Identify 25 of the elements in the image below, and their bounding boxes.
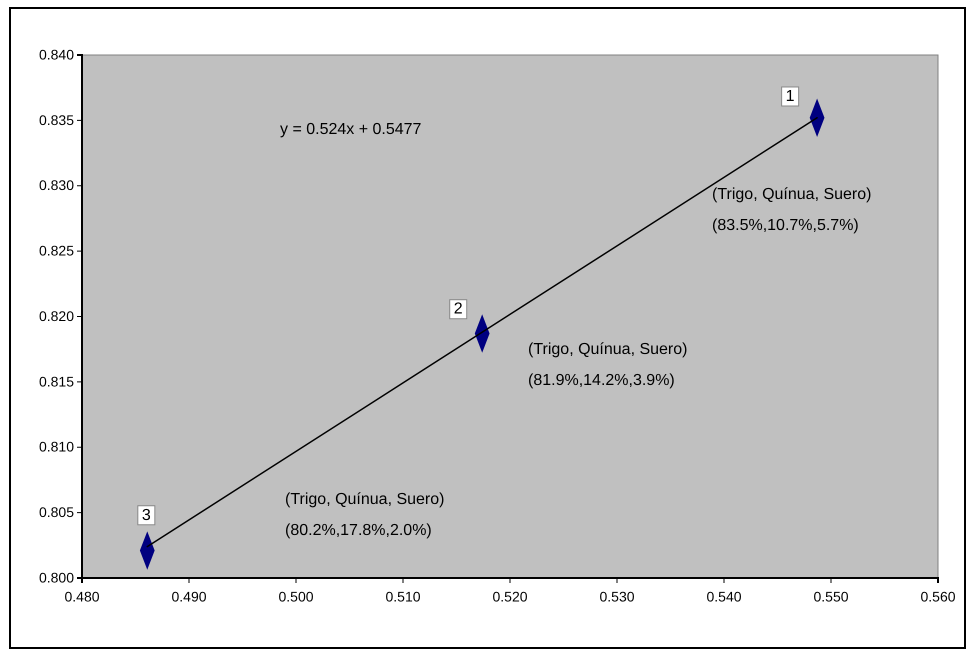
y-tick-label: 0.815 [38,373,74,390]
annotation: y = 0.524x + 0.5477 [280,121,422,138]
x-tick-label: 0.530 [599,588,635,604]
y-tick-label: 0.800 [38,569,74,586]
y-tick-label: 0.830 [38,177,74,194]
x-tick-label: 0.560 [920,588,956,604]
annotation: 3 [142,506,151,524]
annotation: (Trigo, Quínua, Suero) (81.9%,14.2%,3.9%) [528,341,688,390]
y-tick-label: 0.835 [38,112,74,128]
y-tick-label: 0.820 [38,308,74,324]
y-tick-label: 0.825 [38,242,74,259]
x-tick-label: 0.540 [706,588,742,604]
y-tick-label: 0.840 [38,46,74,62]
x-tick-label: 0.490 [171,588,207,604]
y-tick-label: 0.810 [38,438,74,455]
x-tick-label: 0.510 [385,588,421,604]
y-tick-label: 0.805 [38,504,74,520]
annotation: (Trigo, Quínua, Suero) (80.2%,17.8%,2.0%) [285,491,444,540]
x-tick-label: 0.520 [492,588,528,604]
x-tick-label: 0.480 [64,588,100,604]
annotation: (Trigo, Quínua, Suero) (83.5%,10.7%,5.7%) [712,186,872,234]
annotation: 2 [454,300,463,318]
x-tick-label: 0.500 [278,588,314,604]
annotation: 1 [786,88,795,105]
x-tick-label: 0.550 [813,588,849,604]
